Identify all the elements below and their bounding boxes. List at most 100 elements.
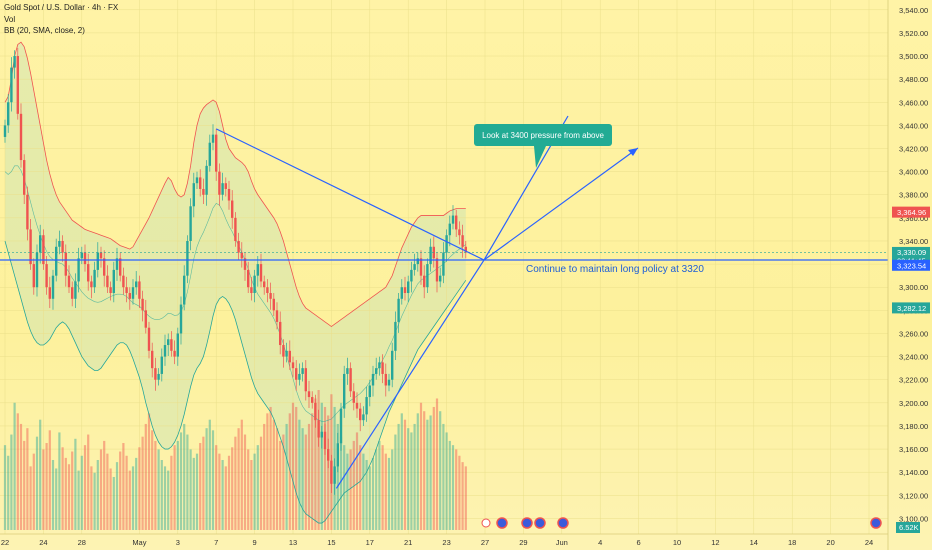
volume-bar (192, 457, 195, 530)
symbol-title[interactable]: Gold Spot / U.S. Dollar · 4h · FX (4, 3, 119, 12)
candle-body (151, 350, 154, 369)
volume-bar (365, 460, 368, 530)
volume-bar (55, 468, 58, 530)
candle-body (112, 269, 115, 294)
candle-body (298, 373, 301, 380)
candle-body (266, 287, 269, 294)
volume-bar (455, 449, 458, 530)
volume-bar (179, 432, 183, 530)
volume-bar (256, 445, 259, 530)
candle-body (195, 177, 199, 184)
volume-bar (42, 449, 45, 530)
candle-body (355, 402, 359, 409)
volume-bar (439, 411, 442, 530)
volume-bar (80, 455, 83, 530)
volume-bar (416, 413, 419, 530)
volume-bar (176, 440, 179, 530)
volume-bar (279, 440, 282, 530)
indicator-legend[interactable]: BB (20, SMA, close, 2) (4, 26, 85, 35)
time-axis[interactable]: 22 24 28 May 3 7 9 13 15 17 21 23 27 29 Jun 4 6 10 12 14 18 2… (0, 533, 888, 547)
candle-body (83, 252, 87, 265)
volume-bar (186, 434, 189, 530)
candle-body (32, 264, 35, 288)
arrow-head-icon (628, 148, 638, 156)
candle-body (109, 287, 112, 294)
candle-body (192, 183, 195, 207)
candle-body (269, 293, 272, 299)
volume-bar (435, 398, 439, 530)
volume-bar (147, 413, 151, 530)
volume-bar (112, 476, 115, 530)
price-axis[interactable]: 3,540.00 3,520.00 3,500.00 3,480.00 3,460.00… (887, 0, 928, 550)
volume-bar (362, 453, 365, 530)
candle-body (455, 215, 458, 230)
candle-body (231, 200, 234, 218)
volume-bar (391, 449, 394, 530)
green-price-tag: 3,282.12 (892, 302, 930, 314)
candle-body (23, 160, 26, 195)
candle-body (58, 240, 61, 247)
callout-bubble[interactable]: Look at 3400 pressure from above (474, 124, 612, 168)
volume-bar (170, 455, 173, 530)
x-tick-label: 3 (176, 538, 180, 547)
volume-bar (115, 462, 119, 530)
candle-body (445, 235, 448, 253)
volume-bar (157, 449, 160, 530)
volume-bar (23, 440, 26, 530)
volume-bar (64, 457, 67, 530)
x-tick-label: Jun (556, 538, 568, 547)
volume-bar (336, 423, 339, 530)
candle-body (35, 252, 39, 288)
candle-body (243, 258, 247, 270)
volume-bar (461, 462, 464, 530)
x-tick-label: 14 (750, 538, 758, 547)
volume-bar (135, 457, 138, 530)
volume-legend[interactable]: Vol (4, 15, 16, 24)
volume-bar (253, 453, 256, 530)
volume-bar (458, 455, 461, 530)
candle-body (253, 275, 256, 294)
candle-body (234, 217, 237, 241)
candle-body (224, 183, 227, 189)
svg-text:3,282.12: 3,282.12 (897, 304, 926, 313)
candle-body (135, 281, 138, 288)
volume-bar (464, 466, 467, 530)
projection-arrow-right[interactable] (483, 147, 639, 261)
volume-bar (215, 445, 218, 530)
y-tick-label: 3,200.00 (899, 399, 928, 408)
volume-bar (93, 472, 96, 530)
volume-bar (128, 470, 131, 530)
event-markers[interactable] (481, 517, 882, 529)
volume-bar (195, 453, 199, 530)
candle-body (365, 397, 368, 415)
volume-bar (413, 423, 416, 530)
volume-bar (224, 466, 227, 530)
x-tick-label: 10 (673, 538, 681, 547)
candle-body (451, 215, 455, 224)
candle-body (61, 240, 64, 253)
volume-bar (451, 445, 455, 530)
candle-body (320, 431, 323, 438)
candle-body (247, 269, 250, 288)
volume-bar (301, 428, 304, 530)
x-tick-label: 27 (481, 538, 489, 547)
candle-body (333, 466, 336, 484)
y-tick-label: 3,520.00 (899, 29, 928, 38)
candle-body (378, 362, 381, 369)
candle-body (362, 414, 365, 421)
candle-body (275, 310, 279, 322)
volume-bar (160, 460, 163, 530)
volume-bar (247, 449, 250, 530)
volume-bar (109, 468, 112, 530)
ascending-trendline[interactable] (335, 259, 485, 489)
candle-body (215, 134, 218, 172)
candle-body (3, 125, 7, 137)
volume-bar (282, 434, 285, 530)
volume-bar (51, 460, 55, 530)
volume-bar (218, 453, 221, 530)
descending-trendline[interactable] (215, 128, 485, 261)
callout-text: Look at 3400 pressure from above (482, 131, 604, 140)
volume-bar (13, 402, 16, 530)
